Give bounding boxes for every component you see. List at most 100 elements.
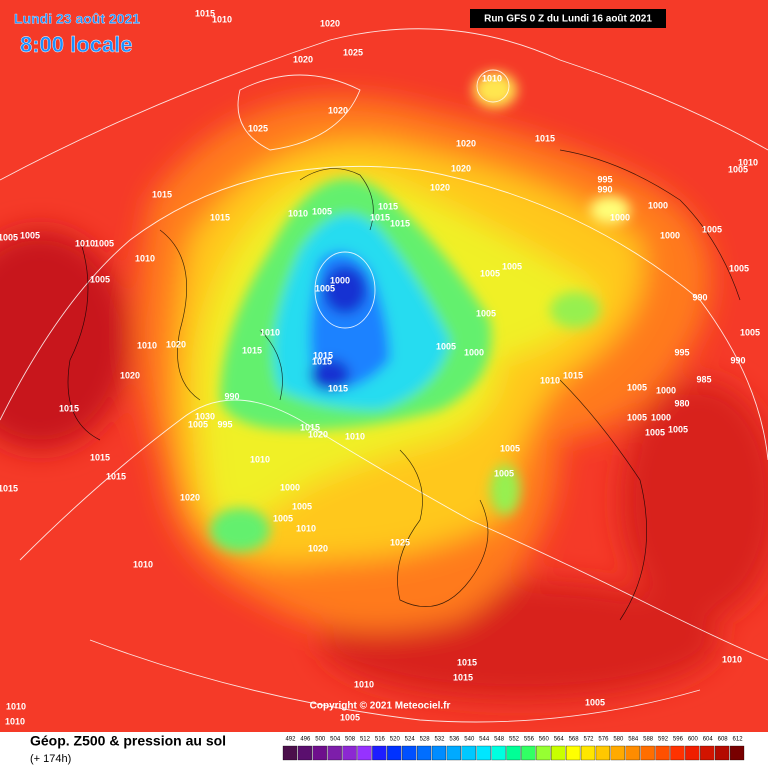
scale-label: 564 [554, 737, 565, 743]
field [0, 0, 768, 732]
isobar-label: 1010 [540, 375, 560, 385]
scale-swatch [282, 745, 298, 761]
isobar-label: 1010 [135, 253, 155, 263]
scale-label: 500 [315, 737, 326, 743]
isobar-label: 1010 [250, 454, 270, 464]
run-box [470, 9, 666, 28]
isobar-label: 1005 [668, 424, 688, 434]
isobar-label: 1010 [296, 523, 316, 533]
scale-swatch [640, 745, 655, 761]
isobar-label: 1010 [212, 14, 232, 24]
isobar-label: 1010 [722, 654, 742, 664]
isobar-label: 1020 [308, 543, 328, 553]
scale-swatch [431, 745, 447, 761]
isobar-label: 1015 [59, 403, 79, 413]
isobar-label: 1020 [320, 18, 340, 28]
scale-swatch [327, 745, 342, 761]
scale-label: 532 [434, 737, 445, 743]
isobar-label: 990 [692, 292, 707, 302]
isobar-label: 995 [597, 174, 612, 184]
isobar-label: 1010 [354, 679, 374, 689]
isobar-label: 1010 [75, 238, 95, 248]
isobar-label: 1005 [340, 712, 360, 722]
scale-label: 492 [285, 737, 296, 743]
scale-swatch [461, 745, 476, 761]
scale-swatch [357, 745, 372, 761]
scale-label: 512 [360, 737, 371, 743]
legend-title: Géop. Z500 & pression au sol [30, 733, 226, 749]
isobar-label: 1005 [0, 232, 18, 242]
scale-swatch [312, 745, 327, 761]
scale-label: 568 [569, 737, 580, 743]
scale-swatch [580, 745, 596, 761]
legend-lead: (+ 174h) [30, 753, 71, 765]
isobar-label: 1020 [456, 138, 476, 148]
isobar-label: 1015 [328, 383, 348, 393]
scale-swatch [670, 745, 685, 761]
scale-swatch [521, 745, 536, 761]
scale-label: 552 [509, 737, 520, 743]
scale-swatch [685, 745, 700, 761]
scale-swatch [446, 745, 461, 761]
isobar-label: 1005 [502, 261, 522, 271]
scale-swatch [297, 745, 312, 761]
scale-label: 588 [643, 737, 654, 743]
isobar-label: 1005 [292, 501, 312, 511]
scale-label: 592 [658, 737, 669, 743]
isobar-label: 1005 [20, 230, 40, 240]
scale-label: 516 [375, 737, 386, 743]
isobar-label: 1025 [248, 123, 268, 133]
isobar-label: 1005 [476, 308, 496, 318]
isobar-label: 1015 [370, 212, 390, 222]
scale-swatch [655, 745, 670, 761]
isobar-label: 1005 [94, 238, 114, 248]
isobar-label: 1010 [6, 701, 26, 711]
isobar-label: 1015 [313, 350, 333, 360]
isobar-label: 1000 [648, 200, 668, 210]
isobar-label: 995 [217, 419, 232, 429]
scale-label: 548 [494, 737, 505, 743]
scale-label: 504 [330, 737, 341, 743]
isobar-label: 1015 [457, 657, 477, 667]
copyright: Copyright © 2021 Meteociel.fr [310, 701, 451, 712]
isobar-label: 985 [696, 374, 711, 384]
isobar-label: 1010 [133, 559, 153, 569]
scale-swatch [700, 745, 715, 761]
scale-swatch [491, 745, 506, 761]
isobar-label: 1015 [453, 672, 473, 682]
isobar-label: 1005 [627, 412, 647, 422]
isobar-label: 1020 [328, 105, 348, 115]
isobar-label: 1005 [436, 341, 456, 351]
isobar-label: 1015 [90, 452, 110, 462]
isobar-label: 1010 [288, 208, 308, 218]
time: 8:00 locale [20, 32, 133, 57]
isobar-label: 1005 [500, 443, 520, 453]
scale-swatch [551, 745, 566, 761]
isobar-label: 1015 [242, 345, 262, 355]
isobar-label: 1025 [343, 47, 363, 57]
isobar-label: 1000 [660, 230, 680, 240]
scale-label: 604 [703, 737, 714, 743]
isobar-label: 1020 [451, 163, 471, 173]
isobar-label: 1015 [152, 189, 172, 199]
isobar-label: 1015 [106, 471, 126, 481]
isobar-label: 1015 [563, 370, 583, 380]
isobar-label: 990 [597, 184, 612, 194]
isobar-label: 1005 [585, 697, 605, 707]
isobar-label: 1005 [729, 263, 749, 273]
isobar-label: 1015 [210, 212, 230, 222]
isobar-label: 1005 [728, 164, 748, 174]
scale-swatch [372, 745, 387, 761]
isobar-label: 1020 [430, 182, 450, 192]
scale-label: 536 [449, 737, 460, 743]
scale-label: 600 [688, 737, 699, 743]
isobar-label: 1020 [293, 54, 313, 64]
scale-label: 608 [718, 737, 729, 743]
isobar-label: 1000 [464, 347, 484, 357]
isobar-label: 1010 [137, 340, 157, 350]
scale-label: 556 [524, 737, 535, 743]
isobar-label: 1020 [166, 339, 186, 349]
isobar-label: 1005 [315, 283, 335, 293]
